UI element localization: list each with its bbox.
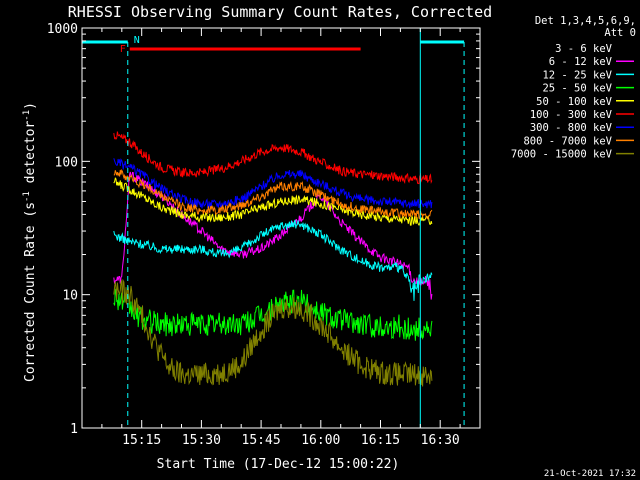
y-tick-label-1: 10 [62, 289, 78, 304]
chart-title: RHESSI Observing Summary Count Rates, Co… [68, 3, 492, 21]
series-line-7 [113, 168, 433, 220]
legend-label-8: 7000 - 15000 keV [511, 149, 613, 161]
legend-label-1: 6 - 12 keV [549, 56, 613, 68]
legend-label-3: 25 - 50 keV [542, 83, 612, 95]
x-tick-label-5: 16:30 [421, 433, 460, 448]
y-axis-label-sup1: -1 [22, 191, 32, 202]
x-tick-label-3: 16:00 [301, 433, 340, 448]
series-line-6 [113, 158, 433, 209]
y-axis-label-mid: detector [23, 121, 38, 192]
y-axis-label-sup2: -1 [22, 110, 32, 121]
series-line-2 [113, 219, 433, 301]
series-line-5 [113, 131, 433, 185]
legend-label-6: 300 - 800 keV [530, 122, 613, 134]
legend-label-2: 12 - 25 keV [542, 69, 612, 81]
x-tick-label-2: 15:45 [242, 433, 281, 448]
axes-layer: 1 10 100 1000 15:15 15:30 15:45 16:00 16:15 16:30 [47, 22, 481, 448]
y-axis-label-main: Corrected Count Rate (s [23, 202, 38, 382]
legend-header-0: Det 1,3,4,5,6,9, [535, 15, 636, 27]
series-line-1 [113, 171, 433, 300]
annotation-f: F [120, 44, 126, 55]
y-tick-label-2: 100 [55, 155, 78, 170]
footer-date: 21-Oct-2021 17:32 [544, 469, 636, 479]
x-axis-label: Start Time (17-Dec-12 15:00:22) [157, 457, 400, 472]
y-axis-label-end: ) [23, 102, 38, 110]
legend-header-1: Att 0 [604, 27, 636, 39]
y-tick-label-3: 1000 [47, 22, 78, 37]
x-tick-label-0: 15:15 [122, 433, 161, 448]
y-tick-label-0: 1 [70, 422, 78, 437]
legend-label-5: 100 - 300 keV [530, 109, 613, 121]
x-tick-label-4: 16:15 [361, 433, 400, 448]
y-axis-label: Corrected Count Rate (s-1 detector-1) [22, 102, 38, 382]
series-line-3 [113, 288, 433, 341]
legend-label-4: 50 - 100 keV [536, 96, 613, 108]
legend-label-0: 3 - 6 keV [555, 43, 613, 55]
series-line-4 [113, 177, 433, 226]
series-line-8 [113, 278, 433, 387]
legend-label-7: 800 - 7000 keV [523, 135, 612, 147]
annotation-n: N [134, 35, 140, 46]
series-layer [113, 131, 433, 387]
x-tick-label-1: 15:30 [182, 433, 221, 448]
